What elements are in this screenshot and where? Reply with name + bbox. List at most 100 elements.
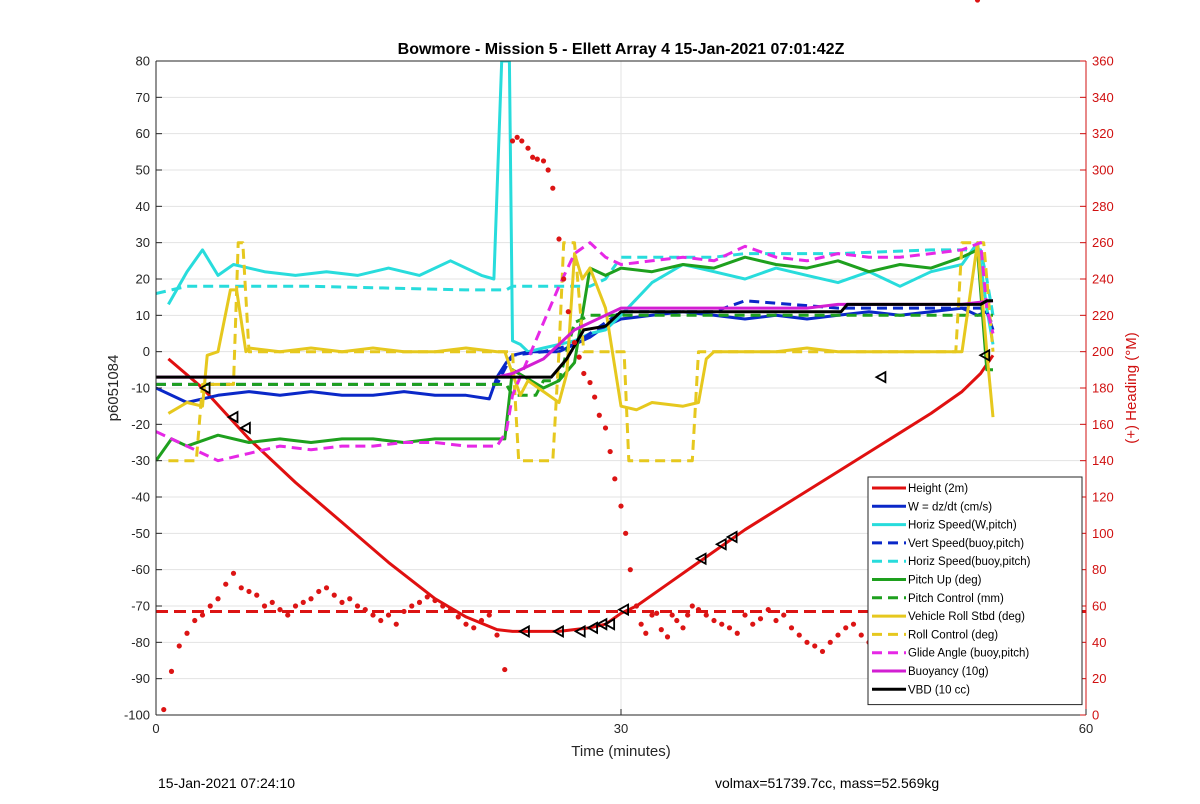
heading-point [827,639,833,645]
heading-point [796,632,802,638]
y2-tick-label: 340 [1092,90,1114,105]
heading-point [726,625,733,631]
heading-point [246,588,252,595]
legend-label: Horiz Speed(W,pitch) [908,520,1017,532]
legend-label: Vert Speed(buoy,pitch) [908,538,1024,550]
y-tick-label: -40 [131,490,150,505]
tick-layer: 0 30 6080706050403020100-10-20-30-40-50-60… [124,54,1114,737]
heading-point [592,394,598,400]
heading-point [540,158,547,164]
y-tick-label: 80 [136,54,150,69]
heading-point [695,607,702,613]
heading-point [602,425,609,431]
heading-point [850,621,857,627]
heading-point [664,634,671,640]
y2-tick-label: 200 [1092,344,1114,359]
heading-point [393,621,399,627]
y2-tick-label: 100 [1092,526,1114,541]
heading-point [176,643,182,649]
heading-point [316,588,322,595]
heading-point [974,0,981,3]
heading-point [463,621,469,627]
series-line-2 [167,61,995,354]
heading-point [385,612,392,618]
y-tick-label: -80 [131,635,150,650]
y-tick-label: 10 [136,308,150,323]
y-tick-label: 50 [136,163,150,178]
y-tick-label: 40 [136,199,150,214]
heading-point [750,621,756,627]
legend-label: W = dz/dt (cm/s) [908,501,992,513]
y-tick-label: -50 [131,526,150,541]
heading-point [623,530,629,536]
y-tick-label: -100 [124,708,150,723]
heading-point [530,154,536,160]
heading-point [587,379,593,386]
y-tick-label: -60 [131,562,150,577]
heading-point [215,596,221,602]
x-axis-label: Time (minutes) [571,743,670,760]
heading-point [502,666,508,673]
heading-point [401,608,407,615]
y2-tick-label: 60 [1092,599,1106,614]
heading-point [571,339,578,346]
heading-point [238,585,244,591]
height-marker [226,410,239,424]
heading-point [514,134,520,140]
legend-label: Pitch Up (deg) [908,575,982,587]
y2-tick-label: 240 [1092,272,1114,287]
y2-tick-label: 320 [1092,126,1114,141]
y2-tick-label: 20 [1092,671,1106,686]
height-marker [586,621,598,635]
heading-point [711,617,717,624]
heading-point [534,156,540,162]
heading-point [277,607,283,613]
heading-point [339,599,345,605]
heading-point [819,648,826,655]
heading-point [455,614,461,620]
heading-point [556,236,562,242]
heading-point [581,370,587,377]
y2-tick-label: 160 [1092,417,1114,432]
heading-point [362,607,368,613]
x-tick-label: 30 [614,721,628,736]
legend-label: Buoyancy (10g) [908,666,989,678]
heading-point [565,309,571,315]
heading-point [804,639,810,645]
heading-point [519,138,525,144]
heading-point [835,632,841,638]
legend-label: Horiz Speed(buoy,pitch) [908,556,1031,568]
y-tick-label: 70 [136,90,150,105]
y2-tick-label: 0 [1092,708,1099,723]
heading-point [689,603,695,609]
heading-point [669,612,675,618]
heading-point [230,570,237,576]
y2-tick-label: 80 [1092,562,1106,577]
legend: Height (2m) W = dz/dt (cm/s) Horiz Speed(W… [867,476,1083,706]
heading-point [596,412,602,418]
heading-point [269,599,275,605]
y-tick-label: -70 [131,599,150,614]
heading-point [285,612,291,618]
series-line-5 [156,248,993,462]
heading-point [207,603,213,609]
y2-axis-label: (+) Heading (°M) [1123,332,1140,443]
heading-point [576,354,582,360]
y2-tick-label: 300 [1092,163,1114,178]
height-marker [617,603,629,617]
heading-point [674,617,680,624]
y2-tick-label: 120 [1092,490,1114,505]
heading-point [347,596,353,602]
y-tick-label: 30 [136,235,150,250]
series-line-8 [168,241,995,463]
heading-point [781,612,787,618]
heading-point [494,632,500,638]
heading-point [843,625,849,631]
heading-point [409,603,415,609]
y-tick-label: -30 [131,453,150,468]
height-marker [714,537,727,551]
heading-point [561,276,567,282]
heading-point [643,630,649,636]
y2-tick-label: 140 [1092,453,1114,468]
